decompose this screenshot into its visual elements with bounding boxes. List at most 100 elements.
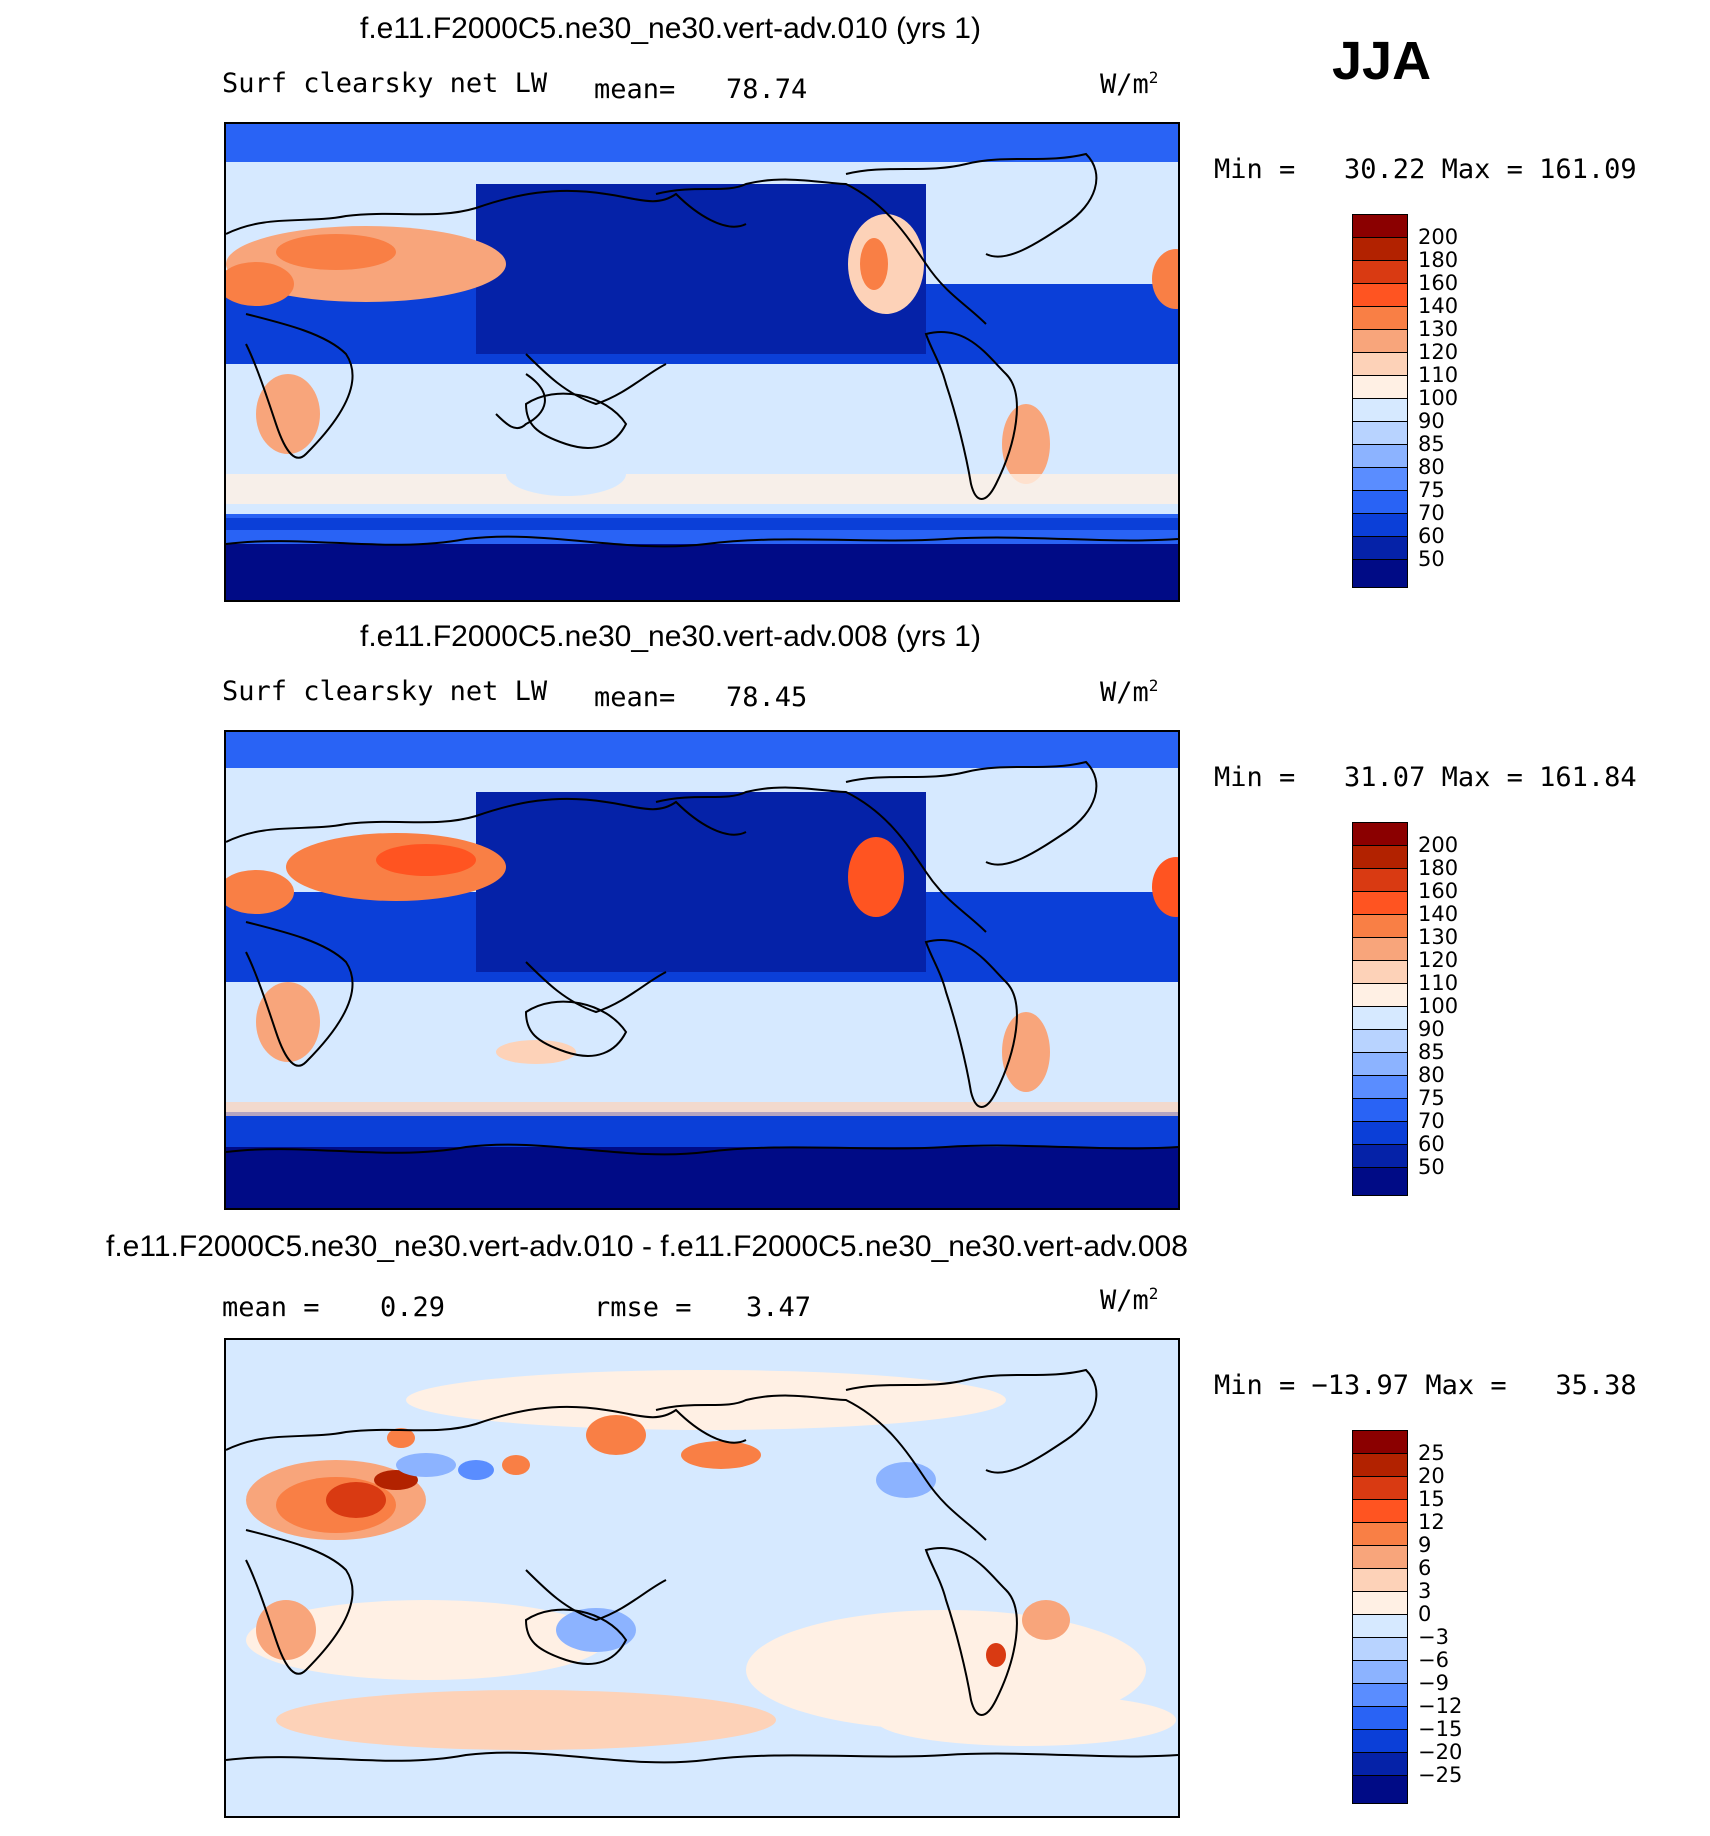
panel-2-title: f.e11.F2000C5.ne30_ne30.vert-adv.008 (yr… (360, 620, 981, 653)
colorbar-swatch (1352, 490, 1408, 514)
colorbar-swatch (1352, 1499, 1408, 1523)
colorbar-label: 85 (1418, 432, 1445, 456)
colorbar-label: −9 (1418, 1671, 1449, 1695)
colorbar-swatch (1352, 1430, 1408, 1454)
colorbar-swatch (1352, 1614, 1408, 1638)
colorbar-label: 120 (1418, 948, 1459, 972)
colorbar-label: 15 (1418, 1487, 1445, 1511)
colorbar-swatch (1352, 513, 1408, 537)
panel-3-title: f.e11.F2000C5.ne30_ne30.vert-adv.010 - f… (106, 1230, 1188, 1263)
panel-1-colorbar: 200 180 160 140 130 120 110 100 90 85 80… (1352, 214, 1458, 588)
colorbar-label: −6 (1418, 1648, 1449, 1672)
colorbar-swatch (1352, 1006, 1408, 1030)
panel-3-units: W/m2 (1100, 1284, 1159, 1316)
panel-3-rmse-label: rmse = (594, 1292, 692, 1323)
colorbar-swatch (1352, 467, 1408, 491)
colorbar-label: 110 (1418, 363, 1459, 387)
colorbar-swatch (1352, 444, 1408, 468)
colorbar-label: 0 (1418, 1602, 1432, 1626)
colorbar-swatch (1352, 237, 1408, 261)
colorbar-swatch (1352, 1052, 1408, 1076)
panel-2-minmax: Min = 31.07 Max = 161.84 (1214, 762, 1637, 793)
colorbar-swatch (1352, 1729, 1408, 1753)
colorbar-swatch (1352, 1121, 1408, 1145)
panel-1-title: f.e11.F2000C5.ne30_ne30.vert-adv.010 (yr… (360, 12, 981, 45)
panel-3-mean-value: 0.29 (380, 1292, 446, 1323)
colorbar-label: 100 (1418, 994, 1459, 1018)
colorbar-swatch (1352, 1591, 1408, 1615)
panel-2-mean-value: 78.45 (726, 682, 808, 713)
colorbar-swatch (1352, 822, 1408, 846)
colorbar-label: 60 (1418, 1132, 1445, 1156)
colorbar-swatch (1352, 1098, 1408, 1122)
colorbar-swatch (1352, 283, 1408, 307)
colorbar-label: 75 (1418, 478, 1445, 502)
colorbar-label: 60 (1418, 524, 1445, 548)
colorbar-swatch (1352, 329, 1408, 353)
colorbar-label: 3 (1418, 1579, 1432, 1603)
colorbar-label: 12 (1418, 1510, 1445, 1534)
colorbar-swatch (1352, 1522, 1408, 1546)
colorbar-swatch (1352, 937, 1408, 961)
panel-2-colorbar: 200 180 160 140 130 120 110 100 90 85 80… (1352, 822, 1458, 1196)
panel-1-units: W/m2 (1100, 68, 1159, 100)
colorbar-swatch (1352, 306, 1408, 330)
colorbar-swatch (1352, 1637, 1408, 1661)
colorbar-label: 25 (1418, 1441, 1445, 1465)
colorbar-label: 120 (1418, 340, 1459, 364)
panel-1-map (224, 122, 1180, 602)
colorbar-label: 200 (1418, 833, 1459, 857)
panel-3-map (224, 1338, 1180, 1818)
colorbar-label: 9 (1418, 1533, 1432, 1557)
colorbar-swatch (1352, 868, 1408, 892)
panel-2-map (224, 730, 1180, 1210)
colorbar-swatch (1352, 421, 1408, 445)
panel-1-mean-label: mean= (594, 74, 676, 105)
colorbar-label: 180 (1418, 248, 1459, 272)
panel-1-mean-value: 78.74 (726, 74, 808, 105)
colorbar-label: 20 (1418, 1464, 1445, 1488)
colorbar-label: 90 (1418, 409, 1445, 433)
colorbar-swatch (1352, 914, 1408, 938)
colorbar-label: 200 (1418, 225, 1459, 249)
colorbar-swatch (1352, 1683, 1408, 1707)
colorbar-swatch (1352, 1752, 1408, 1776)
colorbar-label: 50 (1418, 1155, 1445, 1179)
colorbar-label: 130 (1418, 925, 1459, 949)
colorbar-label: 90 (1418, 1017, 1445, 1041)
colorbar-label: −15 (1418, 1717, 1463, 1741)
colorbar-swatch (1352, 398, 1408, 422)
colorbar-label: 140 (1418, 294, 1459, 318)
colorbar-swatch (1352, 983, 1408, 1007)
colorbar-label: 180 (1418, 856, 1459, 880)
colorbar-label: 70 (1418, 1109, 1445, 1133)
panel-3-colorbar: 25 20 15 12 9 6 3 0 −3 −6 −9 −12 −15 −20… (1352, 1430, 1462, 1804)
colorbar-swatch (1352, 845, 1408, 869)
panel-2-variable: Surf clearsky net LW (222, 676, 548, 707)
colorbar-label: 160 (1418, 879, 1459, 903)
colorbar-label: −25 (1418, 1763, 1463, 1787)
colorbar-swatch (1352, 352, 1408, 376)
colorbar-label: 80 (1418, 455, 1445, 479)
colorbar-swatch (1352, 1167, 1408, 1196)
panel-3-minmax: Min = −13.97 Max = 35.38 (1214, 1370, 1637, 1401)
panel-3-mean-label: mean = (222, 1292, 320, 1323)
colorbar-label: −20 (1418, 1740, 1463, 1764)
colorbar-swatch (1352, 1029, 1408, 1053)
colorbar-swatch (1352, 214, 1408, 238)
panel-1-minmax: Min = 30.22 Max = 161.09 (1214, 154, 1637, 185)
colorbar-label: 6 (1418, 1556, 1432, 1580)
colorbar-label: 130 (1418, 317, 1459, 341)
colorbar-swatch (1352, 1476, 1408, 1500)
colorbar-swatch (1352, 375, 1408, 399)
season-label: JJA (1332, 31, 1432, 91)
colorbar-label: 140 (1418, 902, 1459, 926)
colorbar-swatch (1352, 1568, 1408, 1592)
colorbar-swatch (1352, 536, 1408, 560)
colorbar-swatch (1352, 559, 1408, 588)
colorbar-swatch (1352, 960, 1408, 984)
colorbar-label: 70 (1418, 501, 1445, 525)
colorbar-swatch (1352, 1660, 1408, 1684)
colorbar-label: −12 (1418, 1694, 1463, 1718)
colorbar-swatch (1352, 1706, 1408, 1730)
